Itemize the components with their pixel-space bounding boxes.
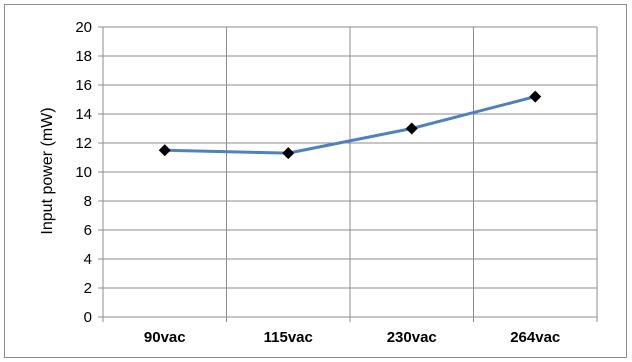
data-point-marker [405,122,418,135]
x-tick-label: 264vac [510,329,560,346]
series-group [158,90,542,160]
data-point-marker [529,90,542,103]
y-axis-label: Input power (mW) [39,107,56,234]
gridlines [98,26,598,322]
y-tick-label: 8 [84,193,92,210]
y-tick-label: 14 [75,106,92,123]
x-tick-label: 115vac [264,329,313,346]
data-point-marker [158,144,171,157]
y-tick-label: 6 [84,222,92,239]
y-tick-label: 10 [75,164,92,181]
y-tick-label: 16 [75,77,92,94]
y-tick-label: 2 [84,280,92,297]
data-point-marker [282,147,295,160]
y-tick-label: 0 [84,309,92,326]
y-tick-label: 12 [75,135,92,152]
chart-frame [4,4,627,358]
x-tick-label: 90vac [144,329,186,346]
y-axis-ticks: 0 2 4 6 8 10 12 14 16 18 20 [75,19,92,326]
x-axis-ticks: 90vac 115vac 230vac 264vac [144,329,560,346]
x-tick-label: 230vac [387,329,437,346]
y-tick-label: 4 [84,251,92,268]
y-tick-label: 20 [75,19,92,36]
y-tick-label: 18 [75,48,92,65]
series-line [164,95,536,155]
